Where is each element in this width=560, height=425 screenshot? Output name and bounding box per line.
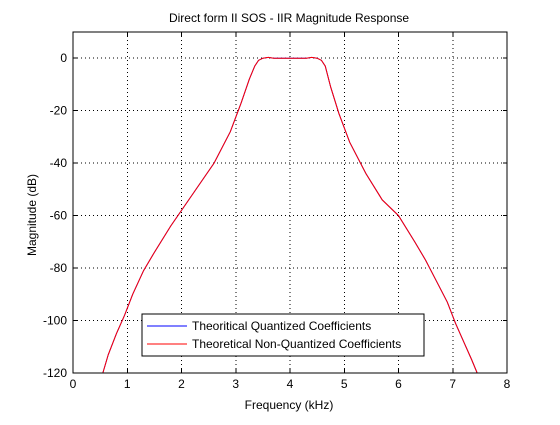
y-axis-label: Magnitude (dB) — [25, 174, 39, 256]
x-tick-label: 2 — [178, 377, 185, 391]
legend-label-1: Theoritical Quantized Coefficients — [192, 319, 371, 333]
plot-area: 0 1 2 3 4 5 6 7 8 0 -20 -40 -60 -80 -100 -120 Theoritica… — [43, 31, 511, 391]
x-tick-label: 3 — [232, 377, 239, 391]
x-tick-label: 7 — [449, 377, 456, 391]
y-tick-label: -20 — [50, 104, 68, 118]
x-tick-label: 0 — [70, 377, 77, 391]
x-tick-label: 4 — [287, 377, 294, 391]
y-tick-label: -40 — [50, 156, 68, 170]
chart-title: Direct form II SOS - IIR Magnitude Respo… — [169, 11, 409, 25]
x-tick-label: 5 — [341, 377, 348, 391]
x-axis-label: Frequency (kHz) — [245, 398, 334, 412]
x-tick-label: 1 — [124, 377, 131, 391]
x-tick-label: 8 — [504, 377, 511, 391]
legend-label-2: Theoretical Non-Quantized Coefficients — [192, 337, 401, 351]
y-tick-label: -120 — [43, 366, 67, 380]
y-tick-label: -100 — [43, 314, 67, 328]
x-tick-label: 6 — [395, 377, 402, 391]
y-tick-label: 0 — [60, 51, 67, 65]
y-tick-label: -60 — [50, 209, 68, 223]
series-line-2 — [102, 56, 478, 373]
y-tick-label: -80 — [50, 261, 68, 275]
legend-box — [141, 313, 425, 357]
